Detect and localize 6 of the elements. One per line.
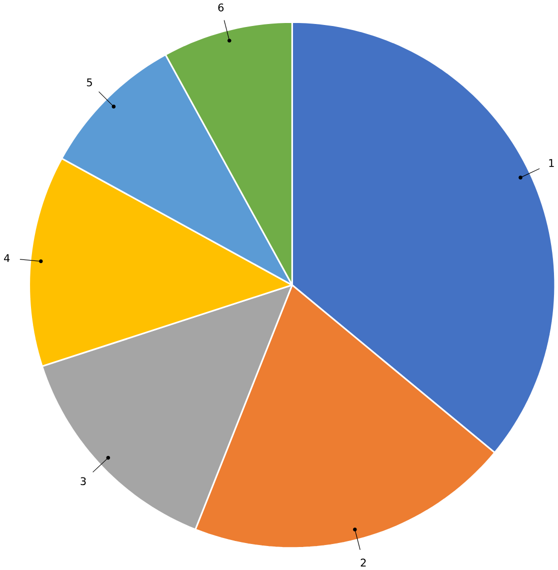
slice-label: 6: [218, 3, 224, 12]
slice-label: 5: [86, 78, 92, 86]
slice-label: 1: [549, 159, 554, 167]
slice-label: 3: [80, 477, 86, 486]
slice-label: 2: [360, 558, 366, 566]
slice-label: 4: [4, 254, 10, 262]
